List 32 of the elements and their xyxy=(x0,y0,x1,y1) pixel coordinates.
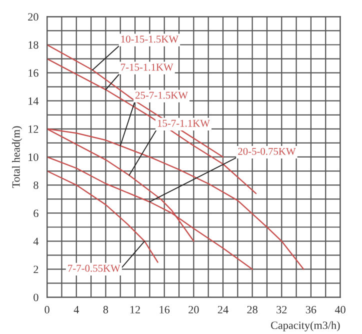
x-tick-label: 12 xyxy=(130,306,140,314)
x-tick-label: 4 xyxy=(74,306,79,314)
y-tick-label: 8 xyxy=(34,182,38,189)
annotation: 20-5-0.75KW xyxy=(238,148,296,155)
annotation: 15-7-1.1KW xyxy=(158,120,210,127)
y-tick-label: 10 xyxy=(28,153,38,161)
line-series xyxy=(47,170,158,263)
x-tick-label: 0 xyxy=(44,306,50,314)
x-tick-label: 40 xyxy=(334,306,346,314)
annotation: 7-15-1.1KW xyxy=(121,64,174,71)
x-tick-label: 32 xyxy=(276,306,287,314)
y-tick-label: 6 xyxy=(34,210,38,218)
x-tick-label: 28 xyxy=(247,306,258,314)
y-tick-label: 4 xyxy=(33,238,39,246)
y-tick-label: 14 xyxy=(28,97,39,105)
y-tick-label: 12 xyxy=(28,125,38,133)
annotation: 25-7-1.5KW xyxy=(135,92,188,99)
y-tick-label: 16 xyxy=(28,69,38,77)
x-tick-label: 20 xyxy=(188,306,199,314)
annotation: 10-15-1.5KW xyxy=(121,36,178,43)
y-axis-title: Total head(m) xyxy=(12,126,22,188)
y-tick-label: 20 xyxy=(28,13,38,21)
x-axis-title: Capacity(m3/h) xyxy=(271,321,340,332)
annotation: 7-7-0.55KW xyxy=(68,264,120,272)
y-tick-label: 2 xyxy=(34,266,38,274)
x-tick-label: 24 xyxy=(218,306,228,314)
x-tick-label: 8 xyxy=(103,306,108,314)
x-tick-label: 16 xyxy=(160,306,170,314)
line-series xyxy=(47,44,224,158)
y-tick-label: 0 xyxy=(34,294,38,302)
x-tick-label: 36 xyxy=(306,306,316,314)
y-tick-label: 18 xyxy=(28,41,38,49)
